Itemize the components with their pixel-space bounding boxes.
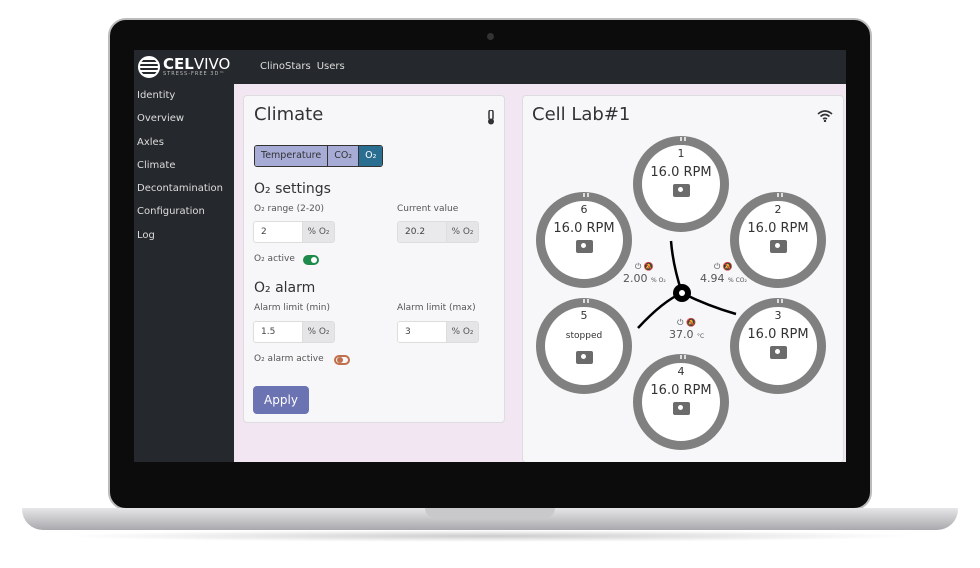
current-value-field: 20.2% O₂ (397, 221, 479, 243)
o2-value: 2.00 (623, 272, 648, 285)
temp-unit: °C (697, 333, 705, 340)
alarm-max-input[interactable]: 3% O₂ (397, 321, 479, 343)
nav-users[interactable]: Users (316, 61, 345, 72)
station-number: 3 (774, 309, 782, 322)
camera-icon[interactable] (769, 346, 787, 359)
sidebar: Identity Overview Axles Climate Decontam… (134, 84, 234, 462)
tagline: STRESS-FREE 3D™ (163, 71, 226, 77)
unit-addon: % O₂ (446, 222, 478, 242)
power-alarm-off-icon: ⏻ 🔕 (634, 262, 654, 271)
alarm-active-label: O₂ alarm active (254, 354, 324, 364)
station-number: 5 (580, 309, 588, 322)
camera-icon[interactable] (575, 240, 593, 253)
alarm-heading: O₂ alarm (254, 280, 316, 296)
brand-light: VIVO (193, 55, 231, 73)
sidebar-item-climate[interactable]: Climate (137, 159, 176, 171)
range-input[interactable]: 2% O₂ (253, 221, 335, 243)
camera-icon[interactable] (672, 184, 690, 197)
station-2[interactable]: 2 16.0 RPM (730, 192, 826, 288)
camera-icon[interactable] (575, 351, 593, 364)
o2-unit: % O₂ (651, 277, 666, 284)
lab-title: Cell Lab#1 (532, 104, 631, 125)
power-alarm-off-icon: ⏻ 🔕 (714, 262, 733, 271)
globe-icon (138, 56, 160, 78)
station-status: 16.0 RPM (747, 221, 809, 236)
co2-value: 4.94 (700, 272, 725, 285)
station-number: 2 (774, 203, 782, 216)
station-number: 1 (677, 147, 685, 160)
camera-icon[interactable] (672, 402, 690, 415)
alarm-min-label: Alarm limit (min) (254, 303, 330, 313)
range-value[interactable]: 2 (254, 222, 302, 242)
station-1[interactable]: 1 16.0 RPM (633, 136, 729, 232)
logo[interactable]: CELVIVO STRESS-FREE 3D™ (138, 56, 230, 78)
station-number: 4 (677, 365, 685, 378)
unit-addon: % O₂ (446, 322, 478, 342)
top-navbar: CELVIVO STRESS-FREE 3D™ ClinoStars Users (134, 50, 846, 84)
settings-heading: O₂ settings (254, 181, 331, 197)
laptop-base (22, 508, 958, 530)
webcam (487, 33, 494, 40)
alarm-max-value[interactable]: 3 (398, 322, 446, 342)
unit-addon: % O₂ (302, 322, 334, 342)
sidebar-item-configuration[interactable]: Configuration (137, 206, 205, 218)
station-6[interactable]: 6 16.0 RPM (536, 192, 632, 288)
unit-addon: % O₂ (302, 222, 334, 242)
current-value: 20.2 (398, 222, 446, 242)
sidebar-item-log[interactable]: Log (137, 229, 155, 241)
thermometer-icon (488, 110, 494, 125)
climate-card: Climate Temperature CO₂ O₂ O₂ settings O… (243, 95, 505, 423)
wifi-icon (817, 110, 833, 122)
power-alarm-off-icon: ⏻ 🔕 (677, 318, 697, 327)
sidebar-item-identity[interactable]: Identity (137, 90, 176, 101)
station-status: 16.0 RPM (747, 327, 809, 342)
active-label: O₂ active (254, 254, 295, 264)
co2-unit: % CO₂ (728, 277, 747, 284)
station-status: 16.0 RPM (650, 165, 712, 180)
laptop-notch (425, 508, 555, 518)
sidebar-item-overview[interactable]: Overview (137, 113, 185, 125)
sidebar-item-axles[interactable]: Axles (137, 136, 164, 148)
tab-co2[interactable]: CO₂ (328, 146, 360, 166)
tab-temperature[interactable]: Temperature (255, 146, 329, 166)
station-3[interactable]: 3 16.0 RPM (730, 298, 826, 394)
station-4[interactable]: 4 16.0 RPM (633, 354, 729, 450)
o2-reading: ⏻ 🔕 2.00 % O₂ (623, 262, 666, 285)
station-status: 16.0 RPM (553, 221, 615, 236)
station-status: stopped (565, 331, 603, 341)
current-label: Current value (397, 204, 459, 214)
temp-value: 37.0 (669, 328, 694, 341)
camera-icon[interactable] (769, 240, 787, 253)
alarm-min-value[interactable]: 1.5 (254, 322, 302, 342)
screen: CELVIVO STRESS-FREE 3D™ ClinoStars Users… (134, 50, 846, 462)
temp-reading: ⏻ 🔕 37.0 °C (669, 318, 704, 341)
alarm-max-label: Alarm limit (max) (397, 303, 476, 313)
shadow (60, 530, 920, 542)
station-number: 6 (580, 203, 588, 216)
cell-lab-card: Cell Lab#1 1 16.0 RPM 2 16.0 RPM 3 16.0 RPM… (522, 95, 844, 462)
alarm-min-input[interactable]: 1.5% O₂ (253, 321, 335, 343)
alarm-active-toggle[interactable] (334, 355, 350, 365)
brand-bold: CEL (163, 55, 194, 73)
co2-reading: ⏻ 🔕 4.94 % CO₂ (700, 262, 747, 285)
apply-button[interactable]: Apply (253, 386, 309, 414)
climate-tabs: Temperature CO₂ O₂ (254, 145, 384, 167)
nav-clinostars[interactable]: ClinoStars (260, 61, 311, 72)
station-status: 16.0 RPM (650, 383, 712, 398)
tab-o2[interactable]: O₂ (359, 146, 383, 166)
climate-title: Climate (254, 104, 324, 125)
sidebar-item-decontamination[interactable]: Decontamination (137, 183, 223, 195)
hub-arms (637, 240, 737, 329)
range-label: O₂ range (2-20) (254, 204, 325, 214)
station-5[interactable]: 5 stopped (536, 298, 632, 394)
o2-active-toggle[interactable] (303, 255, 319, 265)
